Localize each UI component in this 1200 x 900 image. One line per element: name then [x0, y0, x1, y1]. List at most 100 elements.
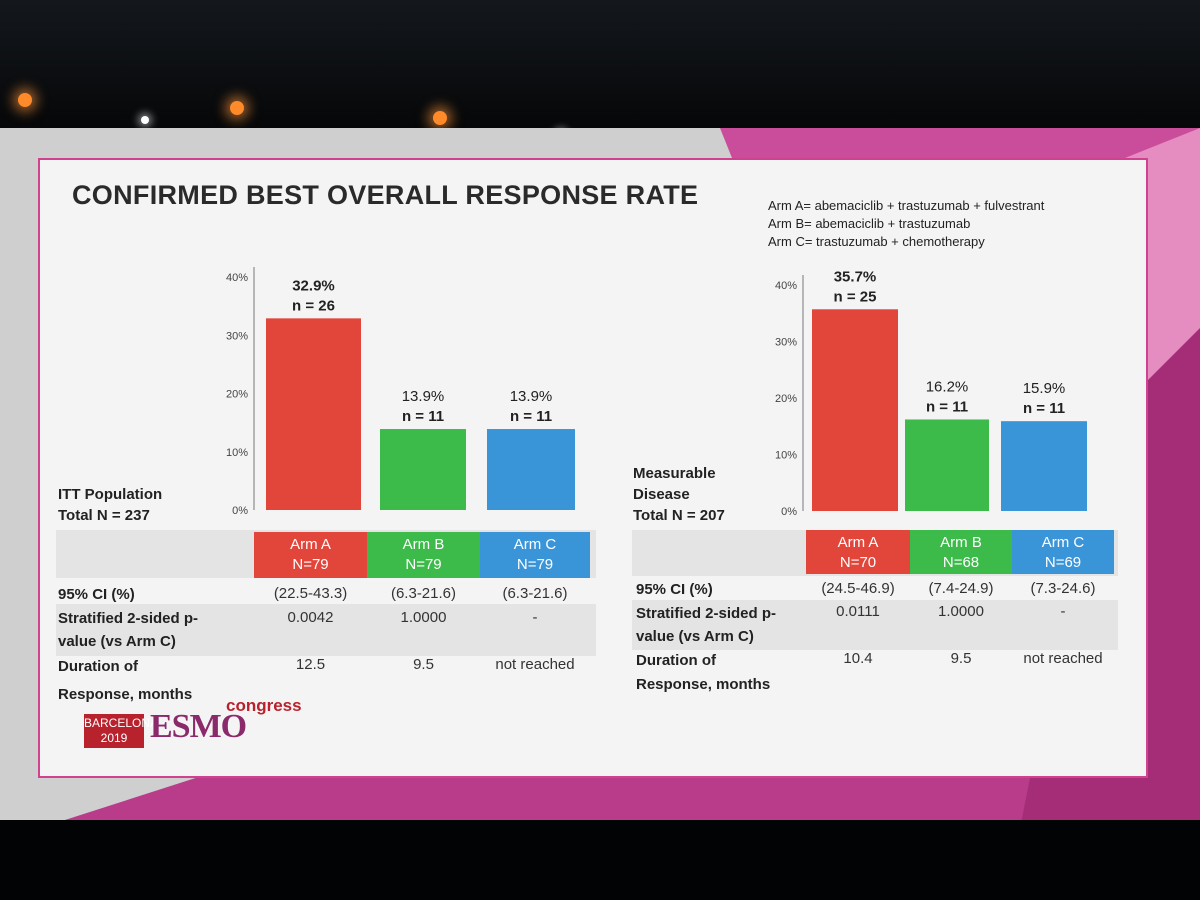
stage-light: [18, 93, 32, 107]
arm-b-header: Arm B N=68: [910, 530, 1012, 574]
y-tick-label: 20%: [775, 393, 797, 405]
duration-row-label-2: Response, months: [58, 686, 193, 703]
y-tick-label: 40%: [775, 280, 797, 292]
arm-name: Arm A: [290, 536, 331, 553]
slide-title: CONFIRMED BEST OVERALL RESPONSE RATE: [72, 180, 699, 210]
arm-n: N=79: [405, 556, 442, 573]
venue-ceiling: [0, 0, 1200, 135]
ci-arm-c: (7.3-24.6): [1030, 580, 1096, 597]
bar-arm-b: [380, 429, 466, 510]
y-tick-label: 10%: [226, 447, 248, 459]
projection-screen: [0, 128, 1200, 828]
population-name: ITT Population: [58, 486, 163, 503]
duration-arm-b: 9.5: [950, 650, 972, 667]
ci-arm-a: (24.5-46.9): [821, 580, 895, 597]
y-tick-label: 0%: [781, 506, 797, 518]
arm-a-header: Arm A N=70: [806, 530, 910, 574]
arm-c-header: Arm C N=79: [480, 532, 590, 578]
arm-legend: Arm A= abemaciclib + trastuzumab + fulve…: [768, 197, 1044, 251]
ci-arm-b: (7.4-24.9): [928, 580, 994, 597]
bar-value-label: 16.2%: [926, 378, 969, 395]
bar-arm-a: [812, 309, 898, 511]
bar-n-label: n = 11: [402, 408, 444, 425]
pvalue-arm-c: -: [532, 609, 538, 626]
duration-arm-c: not reached: [1023, 650, 1103, 667]
stage-light: [433, 111, 447, 125]
bar-arm-c: [1001, 421, 1087, 511]
arm-n: N=79: [292, 556, 329, 573]
population-name-2: Disease: [633, 486, 690, 503]
population-total: Total N = 207: [633, 507, 725, 524]
y-tick-label: 20%: [226, 389, 248, 401]
y-tick-label: 40%: [226, 272, 248, 284]
logo-year: 2019: [100, 731, 128, 745]
bar-n-label: n = 11: [1023, 400, 1065, 417]
arm-name: Arm B: [940, 534, 982, 551]
arm-n: N=69: [1044, 554, 1082, 571]
duration-arm-c: not reached: [495, 656, 575, 673]
venue-floor: [0, 820, 1200, 900]
logo-brand: ESMO: [150, 708, 247, 745]
pvalue-arm-a: 0.0042: [287, 609, 334, 626]
ci-row-label: 95% CI (%): [636, 581, 713, 598]
measurable-disease-label: Measurable Disease Total N = 207: [633, 463, 725, 526]
duration-arm-a: 10.4: [843, 650, 873, 667]
bar-value-label: 15.9%: [1023, 380, 1066, 397]
y-tick-label: 10%: [775, 450, 797, 462]
ci-arm-c: (6.3-21.6): [502, 585, 568, 602]
bar-arm-c: [487, 429, 575, 510]
pvalue-row-label-1: Stratified 2-sided p-: [58, 610, 199, 627]
y-tick-label: 30%: [775, 337, 797, 349]
y-tick-label: 0%: [232, 505, 248, 517]
itt-population-label: ITT Population Total N = 237: [58, 484, 162, 526]
legend-arm-b: Arm B= abemaciclib + trastuzumab: [768, 216, 971, 231]
duration-row-label-1: Duration of: [636, 652, 716, 669]
arm-n: N=70: [839, 554, 877, 571]
bar-n-label: n = 25: [834, 288, 877, 305]
pvalue-arm-c: -: [1060, 603, 1066, 620]
bar-arm-a: [266, 318, 361, 510]
bar-value-label: 35.7%: [834, 268, 877, 285]
arm-name: Arm B: [402, 536, 445, 553]
pvalue-band: [56, 604, 596, 656]
y-tick-label: 30%: [226, 330, 248, 342]
legend-arm-c: Arm C= trastuzumab + chemotherapy: [768, 234, 985, 249]
ci-arm-b: (6.3-21.6): [390, 585, 457, 602]
duration-row-label-2: Response, months: [636, 676, 771, 693]
bar-value-label: 13.9%: [510, 388, 553, 405]
bar-n-label: n = 11: [510, 408, 552, 425]
logo-city: BARCELONA 2019: [84, 714, 159, 748]
pvalue-row-label-2: value (vs Arm C): [636, 628, 754, 645]
stage-light: [141, 116, 149, 124]
arm-n: N=79: [516, 556, 554, 573]
population-total: Total N = 237: [58, 507, 150, 524]
arm-n: N=68: [942, 554, 980, 571]
duration-row-label-1: Duration of: [58, 658, 138, 675]
pvalue-arm-b: 1.0000: [938, 603, 984, 620]
legend-arm-a: Arm A= abemaciclib + trastuzumab + fulve…: [768, 198, 1045, 213]
logo-congress: congress: [226, 696, 302, 715]
arm-a-header: Arm A N=79: [254, 532, 367, 578]
pvalue-band: [632, 600, 1118, 650]
duration-arm-a: 12.5: [295, 656, 326, 673]
bar-arm-b: [905, 419, 989, 511]
bar-n-label: n = 11: [926, 398, 968, 415]
arm-name: Arm C: [1041, 534, 1085, 551]
arm-c-header: Arm C N=69: [1012, 530, 1114, 574]
arm-b-header: Arm B N=79: [367, 532, 480, 578]
population-name: Measurable: [633, 465, 716, 482]
bar-n-label: n = 26: [292, 297, 335, 314]
arm-name: Arm A: [837, 534, 879, 551]
duration-arm-b: 9.5: [413, 656, 434, 673]
bar-value-label: 13.9%: [402, 388, 445, 405]
pvalue-row-label-2: value (vs Arm C): [58, 633, 176, 650]
pvalue-row-label-1: Stratified 2-sided p-: [636, 605, 777, 622]
pvalue-arm-a: 0.0111: [836, 603, 880, 620]
stage-light: [230, 101, 244, 115]
arm-name: Arm C: [513, 536, 557, 553]
bar-value-label: 32.9%: [292, 277, 335, 294]
ci-arm-a: (22.5-43.3): [273, 585, 348, 602]
ci-row-label: 95% CI (%): [58, 586, 135, 603]
logo-city-name: BARCELONA: [84, 716, 159, 730]
